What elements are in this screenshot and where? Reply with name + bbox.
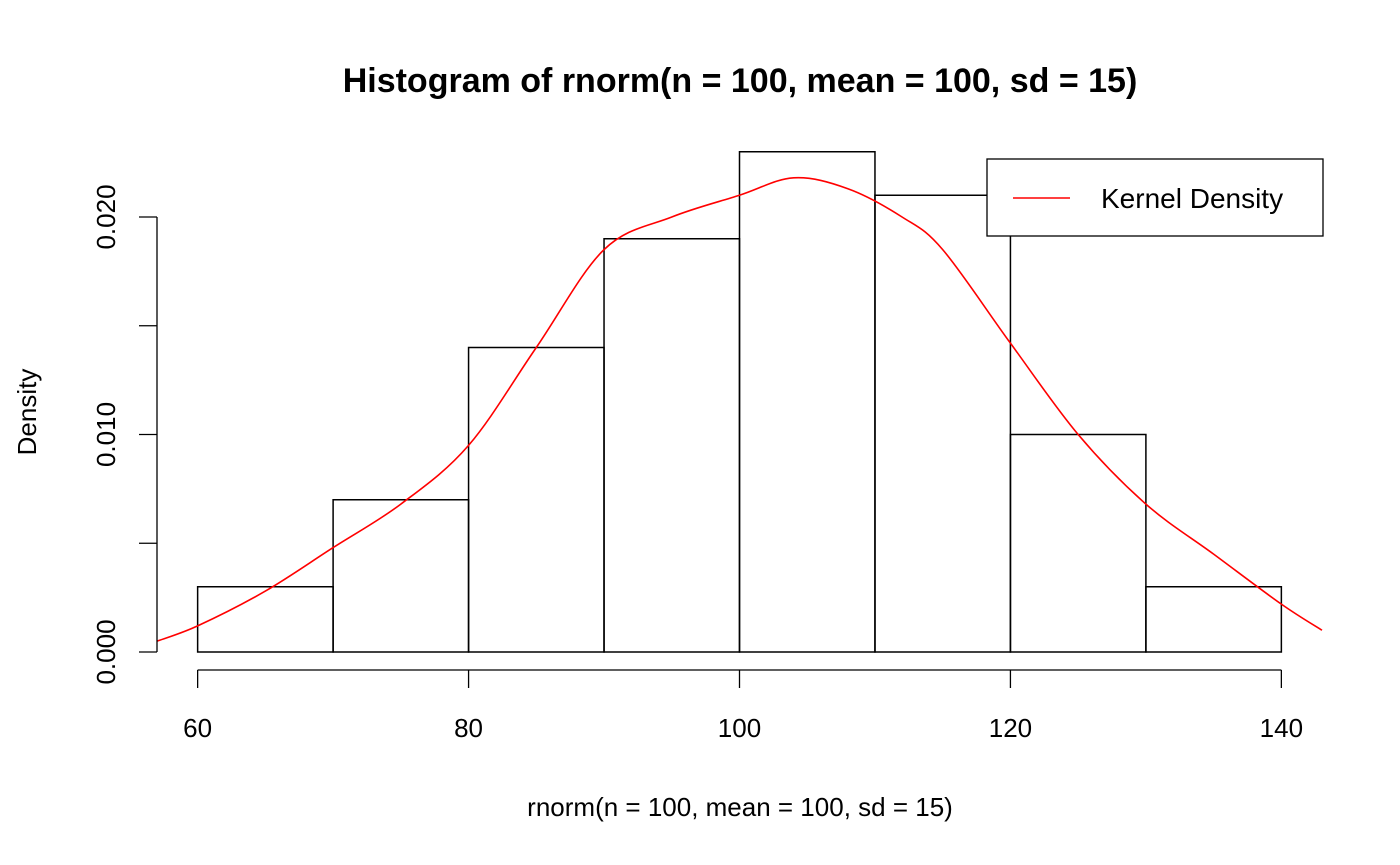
x-axis: 60 80 100 120 140	[183, 669, 1303, 743]
y-axis-title: Density	[12, 369, 42, 456]
x-axis-title: rnorm(n = 100, mean = 100, sd = 15)	[527, 792, 953, 822]
y-axis: 0.000 0.010 0.020	[91, 184, 158, 685]
kernel-density-line	[156, 176, 1323, 642]
histogram-bars	[196, 151, 1283, 653]
histogram-bar-60-70	[196, 586, 334, 653]
histogram-bar-70-80	[332, 499, 470, 653]
histogram-bar-110-120	[874, 194, 1012, 653]
histogram-bar-90-100	[603, 238, 741, 653]
x-tick-label: 120	[989, 713, 1032, 743]
legend-label-kernel-density: Kernel Density	[1101, 183, 1283, 214]
y-tick-label: 0.000	[91, 619, 121, 684]
chart-title: Histogram of rnorm(n = 100, mean = 100, …	[343, 62, 1138, 100]
x-tick-label: 100	[718, 713, 761, 743]
histogram-bar-120-130	[1009, 433, 1147, 653]
histogram-bar-100-110	[738, 151, 876, 653]
histogram-bar-130-140	[1145, 586, 1283, 653]
x-tick-label: 80	[454, 713, 483, 743]
x-tick-label: 60	[183, 713, 212, 743]
x-tick-label: 140	[1260, 713, 1303, 743]
y-tick-label: 0.010	[91, 402, 121, 467]
histogram-bar-80-90	[467, 346, 605, 653]
y-tick-label: 0.020	[91, 184, 121, 249]
legend: Kernel Density	[986, 158, 1324, 237]
